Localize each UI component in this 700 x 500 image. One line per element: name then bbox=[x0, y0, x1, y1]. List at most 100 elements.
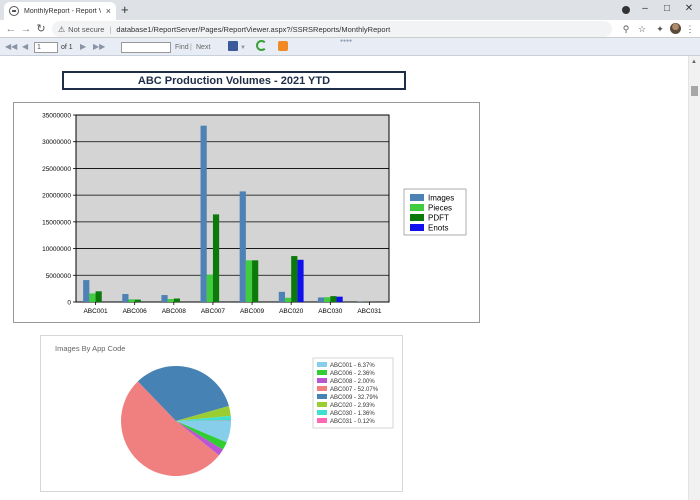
first-page-icon[interactable]: ◀◀ bbox=[5, 42, 18, 51]
url-divider: | bbox=[109, 24, 112, 34]
refresh-icon[interactable] bbox=[256, 40, 267, 51]
pie-slice-5 bbox=[137, 366, 229, 421]
bar-images-abc020 bbox=[278, 291, 285, 302]
tab-title: MonthlyReport - Report Viewer bbox=[24, 7, 101, 15]
browser-menu-icon[interactable]: ⋮ bbox=[685, 24, 695, 34]
next-link[interactable]: Next bbox=[196, 44, 211, 51]
extensions-puzzle-icon[interactable]: ✦ bbox=[656, 24, 664, 34]
legend-swatch-enots bbox=[410, 224, 424, 231]
export-save-icon[interactable] bbox=[228, 41, 238, 51]
y-tick-label: 30000000 bbox=[42, 139, 71, 146]
legend-label-enots: Enots bbox=[428, 224, 448, 233]
profile-avatar[interactable] bbox=[670, 23, 681, 34]
x-tick-label: ABC020 bbox=[279, 308, 304, 315]
report-toolbar: ●●●● ◀◀ ◀ 1 of 1 ▶ ▶▶ Find | Next ▼ bbox=[0, 38, 700, 56]
pie-legend-label: ABC009 - 32.79% bbox=[330, 395, 379, 401]
browser-tab[interactable]: MonthlyReport - Report Viewer × bbox=[4, 2, 116, 20]
new-tab-button[interactable]: + bbox=[121, 2, 129, 17]
pie-slice-2 bbox=[176, 421, 227, 450]
maximize-button[interactable]: □ bbox=[663, 3, 671, 14]
bar-pdft-abc006 bbox=[134, 299, 141, 302]
scroll-up-icon[interactable]: ▲ bbox=[691, 59, 697, 65]
scrollbar-thumb[interactable] bbox=[691, 86, 698, 96]
bar-pieces-abc006 bbox=[128, 299, 135, 302]
pie-legend-label: ABC006 - 2.36% bbox=[330, 371, 375, 377]
x-tick-label: ABC007 bbox=[201, 308, 226, 315]
page-count-label: of 1 bbox=[61, 44, 73, 51]
bar-pieces-abc008 bbox=[167, 299, 174, 302]
legend-swatch-pieces bbox=[410, 204, 424, 211]
next-page-icon[interactable]: ▶ bbox=[80, 42, 87, 51]
pie-legend-label: ABC007 - 52.07% bbox=[330, 387, 379, 393]
zoom-icon[interactable]: ⚲ bbox=[622, 24, 630, 34]
pie-legend bbox=[312, 357, 394, 429]
bar-images-abc009 bbox=[239, 191, 246, 302]
reload-icon[interactable]: ↻ bbox=[36, 23, 46, 35]
minimize-button[interactable]: – bbox=[642, 3, 648, 14]
bar-pieces-abc007 bbox=[206, 274, 213, 302]
pie-slice-4 bbox=[121, 381, 219, 476]
address-bar-row: ← → ↻ ⚠ Not secure | database1/ReportSer… bbox=[0, 20, 700, 38]
pie-legend-swatch bbox=[317, 378, 327, 383]
bar-images-abc007 bbox=[200, 125, 207, 302]
page-scrollbar[interactable]: ▲ bbox=[688, 56, 700, 500]
pie-legend-swatch bbox=[317, 418, 327, 423]
find-text-input[interactable] bbox=[121, 42, 171, 53]
warning-triangle-icon[interactable]: ⚠ bbox=[58, 24, 66, 34]
report-title: ABC Production Volumes - 2021 YTD bbox=[62, 71, 406, 90]
bar-pdft-abc008 bbox=[173, 298, 181, 302]
page-number-input[interactable]: 1 bbox=[34, 42, 58, 53]
bar-pieces-abc020 bbox=[284, 297, 292, 302]
back-arrow-icon[interactable]: ← bbox=[5, 23, 17, 35]
y-tick-label: 25000000 bbox=[42, 166, 71, 173]
last-page-icon[interactable]: ▶▶ bbox=[93, 42, 106, 51]
bar-pieces-abc009 bbox=[245, 260, 253, 302]
bar-images-abc001 bbox=[83, 280, 90, 302]
previous-page-icon[interactable]: ◀ bbox=[22, 42, 29, 51]
pie-legend-swatch bbox=[317, 370, 327, 375]
find-separator: | bbox=[190, 44, 192, 51]
x-tick-label: ABC006 bbox=[123, 308, 148, 315]
close-window-button[interactable]: ✕ bbox=[684, 3, 694, 14]
url-text[interactable]: database1/ReportServer/Pages/ReportViewe… bbox=[116, 24, 391, 34]
bar-pdft-abc009 bbox=[252, 260, 259, 302]
images-pie-chart: ABC001 - 6.37% ABC006 - 2.36% ABC008 - 2.0… bbox=[121, 357, 394, 476]
not-secure-label[interactable]: Not secure bbox=[68, 24, 105, 34]
bar-pdft-abc020 bbox=[291, 256, 298, 302]
pie-legend-label: ABC031 - 0.12% bbox=[330, 419, 375, 425]
find-link[interactable]: Find bbox=[175, 44, 189, 51]
pie-legend-swatch bbox=[317, 402, 327, 407]
x-tick-label: ABC001 bbox=[83, 308, 108, 315]
report-favicon-icon bbox=[9, 6, 19, 16]
x-tick-label: ABC009 bbox=[240, 308, 265, 315]
pie-chart-frame: Images By App Code ABC001 - 6.37% ABC006 … bbox=[40, 335, 403, 492]
x-tick-label: ABC030 bbox=[318, 308, 343, 315]
y-tick-label: 5000000 bbox=[46, 273, 72, 280]
bar-enots-abc020 bbox=[297, 259, 304, 302]
x-tick-label: ABC008 bbox=[162, 308, 187, 315]
y-tick-label: 15000000 bbox=[42, 219, 71, 226]
production-bar-chart: 0 5000000 10000000 15000000 20000000 25000000… bbox=[42, 113, 467, 315]
address-bar[interactable]: ⚠ Not secure | database1/ReportServer/Pa… bbox=[52, 21, 612, 37]
toolbar-grip: ●●●● bbox=[340, 38, 353, 44]
y-tick-label: 0 bbox=[67, 300, 71, 307]
y-tick-label: 10000000 bbox=[42, 246, 71, 253]
export-dropdown-icon[interactable]: ▼ bbox=[240, 45, 246, 51]
tab-strip: MonthlyReport - Report Viewer × + – □ ✕ bbox=[0, 0, 700, 20]
media-indicator-icon[interactable] bbox=[622, 6, 630, 14]
pie-legend-swatch bbox=[317, 386, 327, 391]
bar-pdft-abc001 bbox=[95, 291, 102, 302]
pie-legend-label: ABC008 - 2.00% bbox=[330, 379, 375, 385]
pie-legend-label: ABC001 - 6.37% bbox=[330, 363, 375, 369]
pie-chart-title: Images By App Code bbox=[55, 344, 126, 353]
data-feed-icon[interactable] bbox=[278, 41, 288, 51]
bookmark-star-icon[interactable]: ☆ bbox=[637, 24, 647, 34]
y-tick-label: 35000000 bbox=[42, 113, 71, 120]
bar-chart-frame: 0 5000000 10000000 15000000 20000000 25000000… bbox=[13, 102, 480, 323]
legend-swatch-pdft bbox=[410, 214, 424, 221]
tab-close-icon[interactable]: × bbox=[105, 6, 111, 16]
legend-label-images: Images bbox=[428, 194, 454, 203]
legend-label-pieces: Pieces bbox=[428, 204, 452, 213]
forward-arrow-icon[interactable]: → bbox=[20, 23, 32, 35]
pie-slice-7 bbox=[176, 415, 231, 421]
